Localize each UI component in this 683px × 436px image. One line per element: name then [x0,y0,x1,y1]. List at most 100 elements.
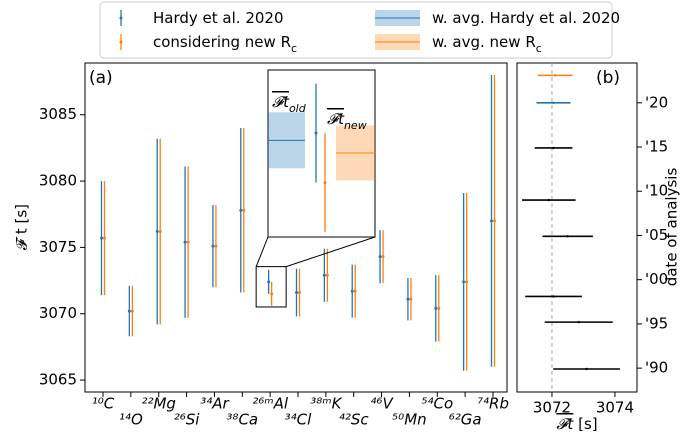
y-tick-label: 3075 [39,238,77,256]
data-point [490,219,493,223]
data-point [465,280,469,284]
legend-label-sub: c [291,42,297,55]
legend-label: w. avg. Hardy et al. 2020 [432,9,620,27]
x-tick-label: ⁴²Sc [339,411,370,429]
inset-label-main: 𝓕t [327,110,345,128]
data-point [267,280,271,284]
y-axis-label: date of analysis [663,168,681,287]
data-point [242,208,246,212]
data-point [353,289,357,293]
data-point [409,297,413,301]
data-point [381,255,385,259]
inset-label: 𝓕told [272,93,307,115]
inset-label: 𝓕tnew [327,110,367,132]
inset-label-main: 𝓕t [272,93,290,111]
x-tick-label: ²⁶ᵐAl [252,395,289,413]
data-point [214,244,218,248]
legend-label: considering new Rc [153,33,297,55]
data-point [295,291,298,295]
x-tick-label: ⁴⁶V [370,395,394,413]
x-tick-label: ⁵⁰Mn [392,411,426,429]
plot-frame [84,62,508,393]
legend-label: w. avg. new Rc [432,33,542,55]
data-point [127,309,131,313]
y-tick-label: '00 [645,270,668,288]
data-point [100,236,103,240]
y-tick-label: 3065 [39,371,77,389]
data-point [552,146,555,150]
data-point [103,236,106,240]
plot-frame [516,62,638,393]
data-point [547,198,551,202]
data-point [577,320,580,324]
panel-label: (a) [89,68,113,88]
x-tick-label: ³⁸Ca [226,411,258,429]
y-tick-label: '15 [645,138,668,156]
x-tick-label: ²⁶Si [174,411,201,429]
y-tick-label: '95 [645,314,668,332]
inset-point [323,181,327,185]
y-tick-label: '10 [645,182,668,200]
data-point [155,229,159,233]
data-point [552,101,555,104]
legend-marker [119,16,123,20]
data-point [298,291,301,295]
x-tick-label: ³⁸ᵐK [310,395,342,413]
x-tick-label: ¹⁰C [92,395,115,413]
legend-marker [119,40,123,44]
data-point [186,240,190,244]
data-point [350,289,354,293]
x-tick-label: ²²Mg [141,395,176,413]
x-tick-label: ⁵⁴Co [421,395,453,413]
inset-point [314,131,318,135]
data-point [437,306,441,310]
legend-label-main: considering new R [153,33,291,51]
inset-frame [267,69,376,238]
data-point [566,235,569,238]
data-point [434,306,438,310]
y-tick-label: '20 [645,93,668,111]
y-tick-label: '05 [645,226,668,244]
zoom-box [255,266,287,308]
inset-label-sub: old [289,102,307,115]
data-point [239,208,243,212]
inset-label-sub: new [344,119,367,132]
x-tick-label: ³⁴Ar [200,395,229,413]
x-axis-label-unit: [s] [578,415,598,433]
data-point [183,240,187,244]
y-tick-label: 3080 [39,172,77,190]
legend-label-main: Hardy et al. 2020 [153,9,284,27]
data-point [130,309,134,313]
data-point [378,255,382,259]
panel-label: (b) [596,68,620,88]
data-point [552,295,555,298]
legend-label: Hardy et al. 2020 [153,9,284,27]
x-axis-label-main: 𝓕t [556,415,574,433]
zoom-connector [285,236,376,268]
y-tick-label: '90 [645,359,668,377]
legend-box [99,1,613,59]
data-point [325,273,329,277]
legend-label-main: w. avg. new R [432,33,536,51]
x-axis-label: 𝓕t [s] [556,415,597,433]
data-point [585,367,588,371]
y-axis-label: 𝓕 t [s] [13,204,31,250]
zoom-connector [255,236,269,267]
y-tick-label: 3070 [39,304,77,322]
data-point [493,219,496,223]
data-point [462,280,466,284]
x-tick-label: ⁷⁴Rb [477,395,509,413]
x-tick-label: ⁶²Ga [449,411,482,429]
x-tick-label: ¹⁴O [119,411,143,429]
x-tick-label: ³⁴Cl [285,411,313,429]
x-tick-label: 3072 [533,399,571,417]
data-point [270,292,274,296]
data-point [553,74,557,77]
data-point [406,297,410,301]
data-point [211,244,215,248]
x-tick-label: 3074 [596,399,634,417]
legend-label-sub: c [536,42,542,55]
data-point [158,229,162,233]
legend-label-main: w. avg. Hardy et al. 2020 [432,9,620,27]
